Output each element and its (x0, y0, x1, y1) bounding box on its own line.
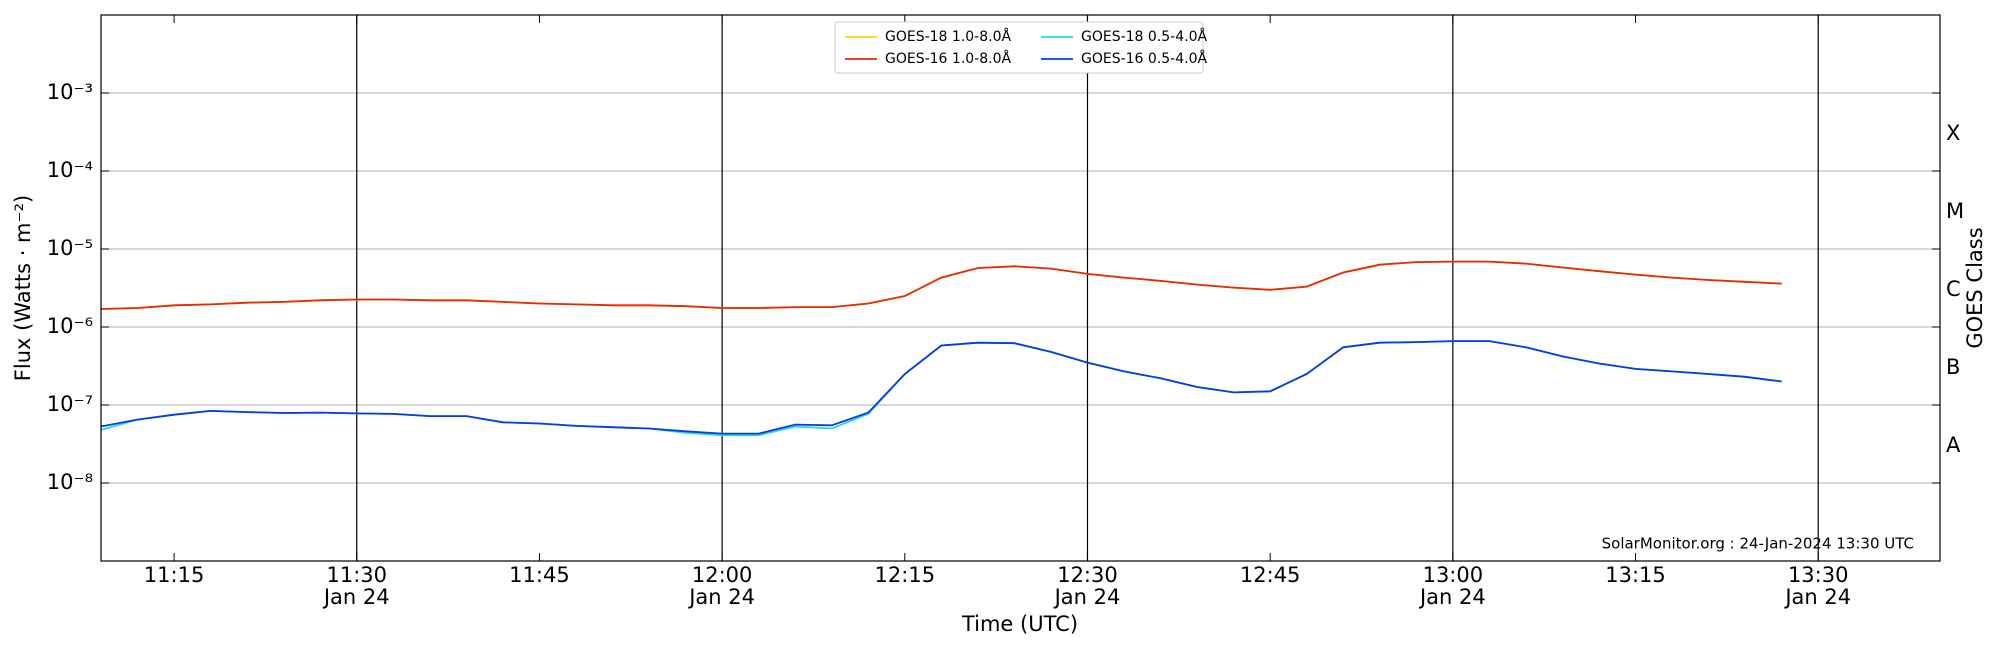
x-tick-label: 13:15 (1605, 563, 1666, 587)
x-tick-label: Jan 24 (1418, 585, 1486, 609)
x-tick-label: 12:45 (1240, 563, 1301, 587)
x-tick-label: 13:00 (1423, 563, 1484, 587)
series-line (100, 260, 1782, 310)
x-tick-label: Jan 24 (687, 585, 755, 609)
annotation: SolarMonitor.org : 24-Jan-2024 13:30 UTC (1602, 535, 1914, 553)
legend: GOES-18 1.0-8.0Å GOES-16 1.0-8.0Å GOES-18 … (834, 21, 1207, 74)
legend-label: GOES-16 0.5-4.0Å (1081, 50, 1207, 67)
x-tick-label: Jan 24 (1783, 585, 1851, 609)
y2-tick-label: B (1946, 355, 1960, 379)
plot-frame (100, 14, 1941, 562)
series-line (100, 340, 1782, 435)
x-tick-label: 12:30 (1057, 563, 1118, 587)
y-tick-label: 10⁻⁸ (47, 470, 93, 494)
legend-box (834, 21, 1204, 74)
y-tick-label: 10⁻³ (47, 80, 93, 104)
y-axis-title: Flux (Watts · m⁻²) (11, 195, 35, 381)
x-tick-label: Jan 24 (322, 585, 390, 609)
x-axis-title: Time (UTC) (961, 612, 1078, 636)
y-tick-label: 10⁻⁴ (47, 158, 93, 182)
x-tick-label: 11:45 (509, 563, 570, 587)
series-line (100, 340, 1782, 437)
y-tick-label: 10⁻⁵ (47, 236, 93, 260)
x-tick-label: 11:30 (326, 563, 387, 587)
y-tick-label: 10⁻⁷ (47, 392, 93, 416)
y2-tick-label: A (1946, 433, 1961, 457)
y2-tick-label: C (1946, 277, 1961, 301)
x-tick-label: 12:15 (875, 563, 936, 587)
legend-label: GOES-18 0.5-4.0Å (1081, 28, 1207, 45)
legend-label: GOES-16 1.0-8.0Å (885, 50, 1011, 67)
x-tick-label: 11:15 (144, 563, 205, 587)
y2-axis-title: GOES Class (1963, 227, 1987, 348)
x-tick-label: 12:00 (692, 563, 753, 587)
y2-tick-label: X (1946, 121, 1960, 145)
x-tick-label: Jan 24 (1053, 585, 1121, 609)
legend-label: GOES-18 1.0-8.0Å (885, 28, 1011, 45)
y2-tick-label: M (1946, 199, 1964, 223)
x-tick-label: 13:30 (1788, 563, 1849, 587)
series-line (100, 260, 1782, 310)
y-tick-label: 10⁻⁶ (47, 314, 93, 338)
